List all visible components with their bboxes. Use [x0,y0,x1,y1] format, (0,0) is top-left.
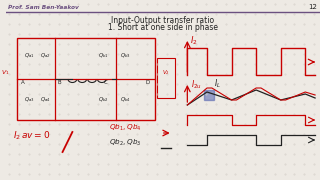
Text: $I_2\,av=0$: $I_2\,av=0$ [13,129,51,141]
Text: C: C [104,80,108,85]
Bar [157,58,175,98]
Text: Prof. Sam Ben-Yaakov: Prof. Sam Ben-Yaakov [9,5,79,10]
Text: $I_{2u}$: $I_{2u}$ [191,78,202,91]
Text: Input-Output transfer ratio: Input-Output transfer ratio [111,16,214,25]
Text: $Q_{a1}$: $Q_{a1}$ [24,52,34,60]
Text: $V_1$: $V_1$ [1,68,10,77]
Text: $V_2$: $V_2$ [162,68,170,77]
Text: A: A [21,80,25,85]
Text: $Q_{a3}$: $Q_{a3}$ [24,96,34,104]
Text: $Qb_1,Qb_4$: $Qb_1,Qb_4$ [109,123,141,133]
Text: 1. Short at one side in phase: 1. Short at one side in phase [108,23,218,32]
Text: B: B [58,80,61,85]
Bar [17,38,155,120]
Text: $I_2$: $I_2$ [190,34,198,46]
Text: 12: 12 [308,4,317,10]
Text: $I_L$: $I_L$ [214,77,221,89]
Text: $Q_{b2}$: $Q_{b2}$ [98,96,108,104]
Text: $Q_{b1}$: $Q_{b1}$ [98,52,108,60]
Text: D: D [145,80,149,85]
Text: $Q_{b3}$: $Q_{b3}$ [120,52,131,60]
Text: $Q_{b4}$: $Q_{b4}$ [120,96,131,104]
Text: $Qb_2,Qb_3$: $Qb_2,Qb_3$ [109,138,141,148]
Polygon shape [204,90,214,100]
Text: $Q_{a4}$: $Q_{a4}$ [40,96,50,104]
Text: $Q_{a2}$: $Q_{a2}$ [40,52,50,60]
